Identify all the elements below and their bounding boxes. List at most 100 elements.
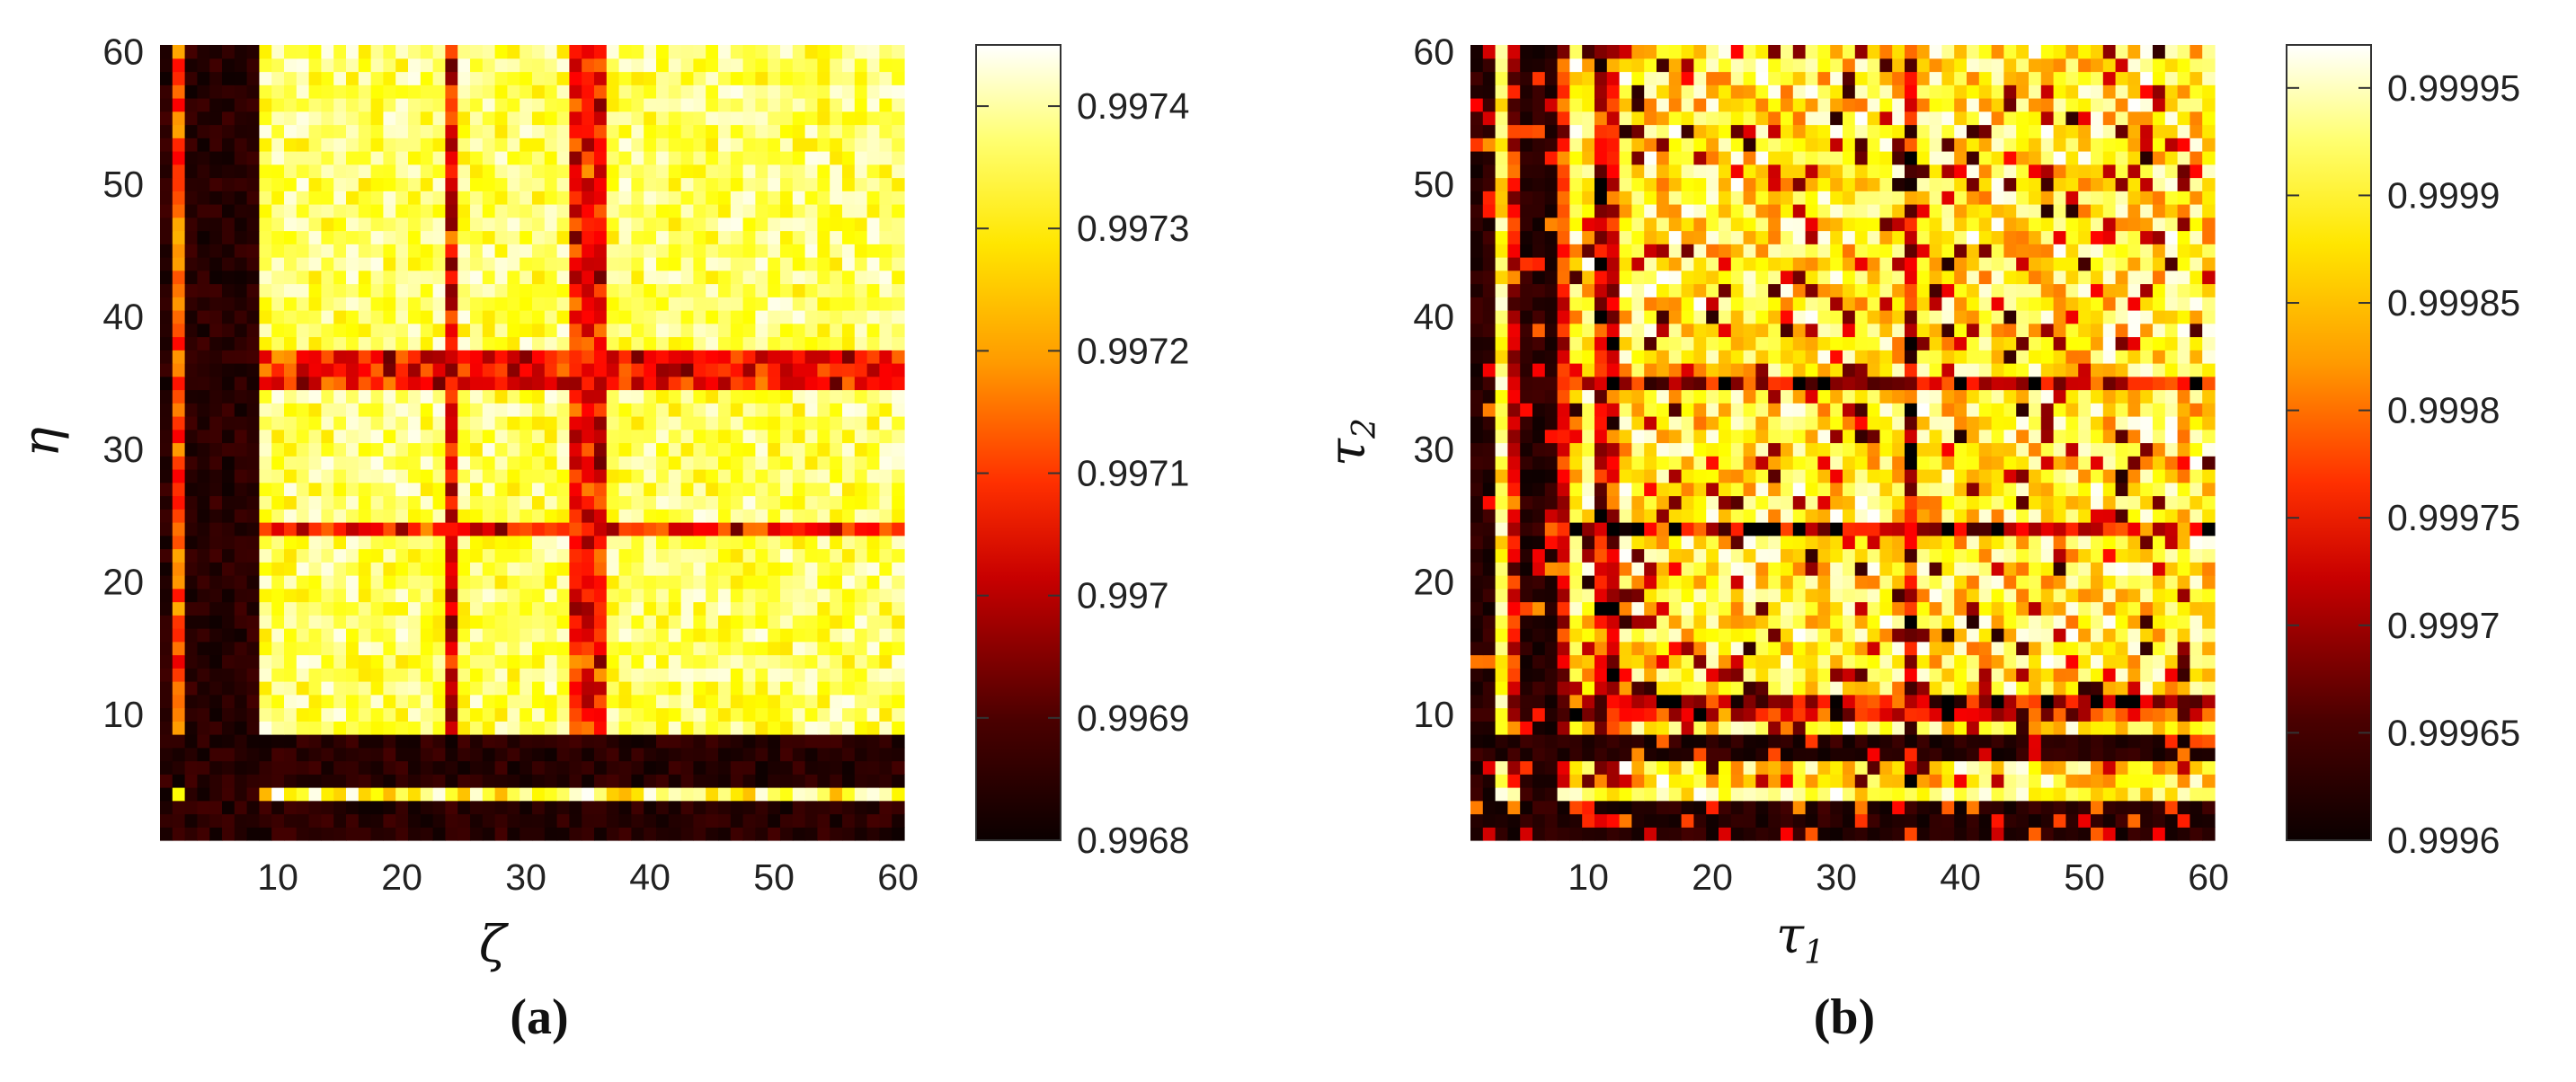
heatmap-cell <box>346 800 360 815</box>
heatmap-cell <box>2078 813 2092 828</box>
heatmap-cell <box>395 310 409 324</box>
heatmap-cell <box>1569 813 1583 828</box>
heatmap-cell <box>569 217 582 232</box>
heatmap-cell <box>556 244 570 258</box>
heatmap-cell <box>556 336 570 350</box>
heatmap-cell <box>1470 760 1484 775</box>
heatmap-cell <box>2016 721 2030 735</box>
heatmap-cell <box>594 628 608 643</box>
heatmap-cell <box>209 230 223 244</box>
heatmap-cell <box>693 495 706 510</box>
heatmap-cell <box>470 177 484 191</box>
heatmap-cell <box>1755 562 1769 576</box>
heatmap-cell <box>631 164 644 179</box>
heatmap-cell <box>1544 681 1559 696</box>
heatmap-cell <box>1606 601 1621 616</box>
heatmap-cell <box>693 310 706 324</box>
heatmap-cell <box>804 522 818 537</box>
heatmap-cell <box>197 654 210 669</box>
heatmap-cell <box>792 336 806 350</box>
heatmap-cell <box>804 323 818 338</box>
heatmap-cell <box>1706 760 1719 775</box>
heatmap-cell <box>718 151 732 165</box>
heatmap-cell <box>618 800 632 815</box>
heatmap-cell <box>408 177 422 191</box>
heatmap-cell <box>644 376 657 391</box>
heatmap-cell <box>457 681 471 696</box>
heatmap-cell <box>1520 575 1533 590</box>
heatmap-cell <box>2153 734 2166 749</box>
heatmap-cell <box>656 137 670 152</box>
heatmap-cell <box>644 588 657 603</box>
heatmap-cell <box>445 217 458 232</box>
heatmap-cell <box>532 204 546 218</box>
heatmap-cell <box>520 151 533 165</box>
heatmap-cell <box>1892 681 1905 696</box>
heatmap-cell <box>494 548 508 563</box>
heatmap-cell <box>507 760 520 775</box>
heatmap-cell <box>234 191 248 205</box>
heatmap-cell <box>1482 787 1497 802</box>
heatmap-cell <box>1792 615 1807 629</box>
heatmap-cell <box>1941 813 1955 828</box>
heatmap-cell <box>680 151 694 165</box>
heatmap-cell <box>370 535 384 550</box>
heatmap-cell <box>618 601 632 616</box>
heatmap-cell <box>172 230 186 244</box>
heatmap-cell <box>457 283 471 297</box>
heatmap-cell <box>1905 734 1918 749</box>
heatmap-cell <box>780 760 794 775</box>
heatmap-cell <box>1668 601 1683 616</box>
heatmap-cell <box>1681 800 1694 815</box>
heatmap-cell <box>1557 575 1570 590</box>
heatmap-cell <box>1954 668 1968 682</box>
heatmap-cell <box>644 71 657 85</box>
heatmap-cell <box>246 283 260 297</box>
heatmap-cell <box>1631 535 1645 550</box>
heatmap-cell <box>1854 787 1869 802</box>
heatmap-cell <box>520 694 533 709</box>
heatmap-cell <box>2190 813 2203 828</box>
heatmap-cell <box>494 760 508 775</box>
heatmap-cell <box>1470 668 1484 682</box>
heatmap-cell <box>2029 601 2042 616</box>
heatmap-cell <box>594 350 608 364</box>
heatmap-cell <box>755 522 768 537</box>
heatmap-cell <box>358 760 372 775</box>
heatmap-cell <box>494 535 508 550</box>
heatmap-cell <box>197 297 210 311</box>
heatmap-cell <box>569 469 582 483</box>
heatmap-cell <box>494 244 508 258</box>
heatmap-cell <box>2091 641 2104 656</box>
heatmap-cell <box>644 350 657 364</box>
heatmap-cell <box>1482 681 1497 696</box>
heatmap-cell <box>494 283 508 297</box>
heatmap-cell <box>842 482 856 497</box>
heatmap-cell <box>408 137 422 152</box>
heatmap-cell <box>631 84 644 99</box>
heatmap-cell <box>718 177 732 191</box>
heatmap-cell <box>631 429 644 444</box>
heatmap-cell <box>1792 562 1807 576</box>
heatmap-cell <box>1805 787 1818 802</box>
heatmap-cell <box>470 760 484 775</box>
heatmap-cell <box>296 813 310 828</box>
heatmap-cell <box>160 522 173 537</box>
heatmap-cell <box>321 548 334 563</box>
heatmap-cell <box>544 601 558 616</box>
heatmap-cell <box>494 270 508 285</box>
heatmap-cell <box>556 350 570 364</box>
heatmap-cell <box>197 416 210 430</box>
heatmap-cell <box>1792 760 1807 775</box>
heatmap-cell <box>1991 588 2004 603</box>
heatmap-cell <box>308 376 322 391</box>
heatmap-cell <box>644 681 657 696</box>
heatmap-cell <box>1495 813 1508 828</box>
heatmap-cell <box>631 482 644 497</box>
heatmap-cell <box>222 429 235 444</box>
heatmap-cell <box>768 217 781 232</box>
heatmap-cell <box>482 416 496 430</box>
heatmap-cell <box>768 230 781 244</box>
heatmap-cell <box>2016 601 2030 616</box>
heatmap-cell <box>296 323 310 338</box>
